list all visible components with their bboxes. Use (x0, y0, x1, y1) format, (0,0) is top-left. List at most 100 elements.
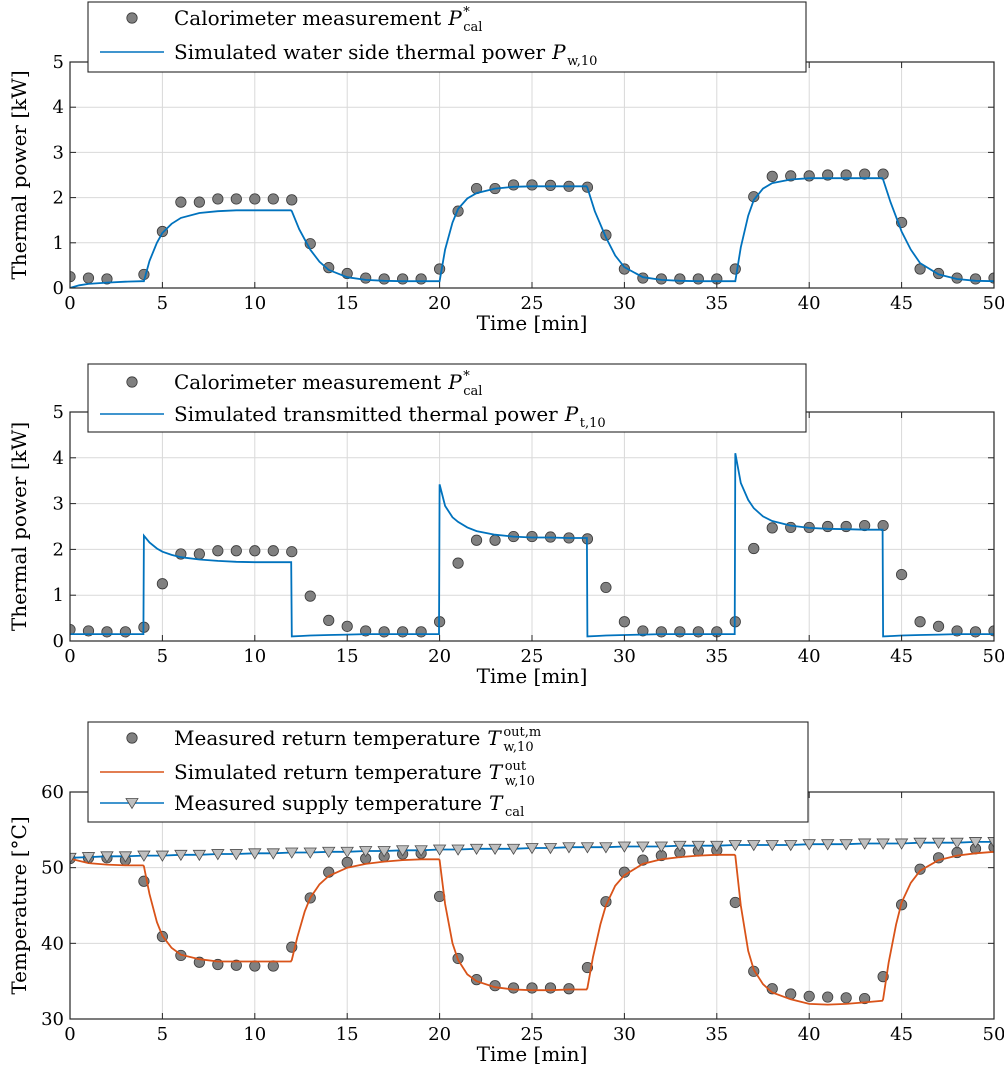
data-point (729, 263, 741, 275)
data-point (969, 626, 982, 638)
data-point-triangle (488, 843, 502, 856)
series-line-2 (70, 453, 994, 638)
legend-symbol-subscript: cal (505, 805, 524, 820)
data-point (932, 620, 945, 632)
data-point-triangle (100, 851, 114, 863)
data-point (470, 534, 483, 546)
data-point-triangle (266, 848, 280, 860)
data-point (360, 272, 372, 284)
data-point-triangle (784, 840, 798, 852)
data-point (914, 863, 926, 875)
data-point (267, 545, 279, 557)
data-point-triangle (70, 852, 77, 865)
data-point-triangle (118, 851, 133, 863)
data-point-triangle (414, 845, 428, 857)
x-axis-label: Time [min] (477, 664, 588, 688)
data-point-triangle (192, 849, 207, 862)
data-point-triangle (395, 845, 410, 857)
y-tick-label: 1 (53, 233, 64, 254)
x-tick-label: 0 (64, 646, 75, 667)
y-tick-label: 60 (41, 782, 64, 803)
x-tick-label: 35 (705, 646, 728, 667)
data-point-triangle (950, 837, 964, 849)
data-point (618, 616, 631, 628)
data-point-triangle (820, 839, 835, 851)
data-point (507, 982, 520, 994)
data-point (859, 519, 871, 532)
series-group (70, 837, 994, 1006)
x-tick-label: 35 (705, 1024, 728, 1045)
data-point-triangle (710, 840, 724, 853)
x-tick-label: 40 (798, 646, 821, 667)
data-point (212, 545, 224, 557)
legend-symbol-superscript: * (463, 369, 470, 384)
data-point (378, 273, 390, 285)
data-point (156, 225, 168, 238)
legend: Calorimeter measurement P *cal Simulated wa… (87, 1, 807, 73)
data-point (304, 590, 316, 602)
series-line-2 (70, 850, 994, 1006)
data-point (175, 196, 187, 208)
legend-symbol-superscript: out,m (503, 725, 541, 740)
data-point-triangle (340, 846, 354, 859)
y-tick-label: 30 (41, 1009, 64, 1030)
data-point (230, 545, 242, 557)
y-axis-label: Temperature [°C] (7, 816, 31, 994)
legend-entry: Measured return temperature T (174, 726, 502, 750)
series-line-2 (70, 177, 994, 288)
data-point (415, 273, 427, 285)
data-point-triangle (728, 840, 742, 852)
data-point-triangle (81, 852, 96, 864)
data-point-triangle (617, 841, 632, 853)
data-point (507, 179, 520, 191)
data-point-triangle (636, 841, 650, 853)
data-point (674, 626, 686, 638)
y-tick-label: 5 (53, 402, 64, 423)
y-tick-label: 5 (53, 52, 64, 73)
data-point-triangle (654, 841, 669, 853)
legend-box (87, 721, 809, 823)
data-point (766, 170, 778, 182)
y-tick-label: 40 (41, 933, 64, 954)
data-point (544, 179, 557, 191)
data-point-triangle (894, 838, 909, 850)
y-tick-label: 4 (53, 97, 64, 118)
data-point (156, 578, 168, 590)
data-point (526, 982, 538, 994)
data-point-triangle (506, 843, 521, 856)
data-point (766, 522, 778, 534)
x-tick-label: 20 (428, 293, 451, 314)
x-tick-label: 20 (428, 646, 451, 667)
x-tick-label: 45 (890, 646, 913, 667)
legend-swatch-marker (126, 12, 138, 24)
data-point-triangle (876, 838, 890, 850)
data-point (822, 520, 834, 533)
legend-entry: Measured supply temperature T (174, 791, 504, 815)
x-tick-label: 10 (243, 1024, 266, 1045)
data-point (859, 168, 871, 180)
data-point-triangle (691, 840, 706, 853)
data-point (212, 193, 224, 205)
data-point (674, 273, 686, 285)
data-point (82, 272, 95, 284)
data-point (249, 545, 261, 557)
y-tick-label: 2 (53, 188, 64, 209)
data-point-triangle (211, 849, 225, 861)
data-point (840, 992, 852, 1004)
legend-box (87, 363, 807, 433)
data-point (600, 581, 612, 594)
y-tick-label: 0 (53, 278, 64, 299)
data-point-triangle (432, 844, 447, 856)
legend-symbol-subscript: cal (463, 20, 482, 35)
y-tick-label: 3 (53, 142, 64, 163)
chart-panel-3: 0 5 10 15 20 25 30 35 40 45 50 30 40 50 60 Time [min] Te… (7, 721, 1004, 1066)
x-tick-label: 45 (890, 1024, 913, 1045)
legend-symbol-superscript: out (505, 759, 527, 774)
data-point (193, 548, 205, 560)
x-tick-label: 50 (983, 293, 1004, 314)
data-point (822, 991, 834, 1003)
data-point-triangle (248, 848, 262, 860)
x-tick-label: 45 (890, 293, 913, 314)
